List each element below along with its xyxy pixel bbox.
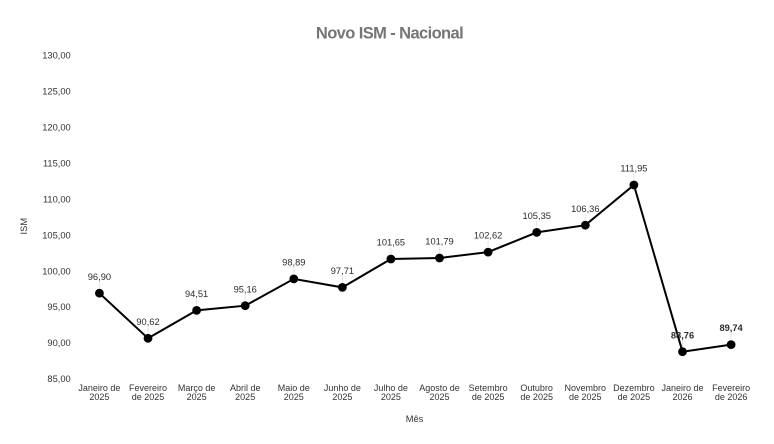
svg-text:Outubro: Outubro — [520, 383, 553, 393]
svg-text:ISM: ISM — [19, 218, 29, 235]
svg-text:Julho de: Julho de — [374, 383, 408, 393]
svg-text:2025: 2025 — [381, 392, 401, 402]
svg-text:111,95: 111,95 — [620, 164, 647, 174]
svg-text:105,35: 105,35 — [522, 211, 550, 221]
svg-text:de 2025: de 2025 — [520, 392, 553, 402]
svg-text:101,65: 101,65 — [377, 238, 405, 248]
svg-text:de 2026: de 2026 — [715, 392, 748, 402]
svg-text:2025: 2025 — [429, 392, 449, 402]
svg-text:2025: 2025 — [187, 392, 207, 402]
svg-text:Fevereiro: Fevereiro — [712, 383, 750, 393]
svg-text:120,00: 120,00 — [42, 123, 70, 133]
svg-text:130,00: 130,00 — [42, 51, 70, 61]
svg-text:105,00: 105,00 — [42, 230, 70, 240]
svg-text:Junho de: Junho de — [324, 383, 361, 393]
svg-text:Agosto de: Agosto de — [419, 383, 460, 393]
svg-text:de 2025: de 2025 — [618, 392, 651, 402]
svg-text:2025: 2025 — [89, 392, 109, 402]
svg-text:97,71: 97,71 — [331, 266, 354, 276]
svg-text:de 2025: de 2025 — [569, 392, 602, 402]
svg-text:95,16: 95,16 — [234, 284, 257, 294]
svg-text:90,62: 90,62 — [136, 317, 159, 327]
svg-text:Fevereiro: Fevereiro — [129, 383, 167, 393]
svg-text:de 2025: de 2025 — [472, 392, 505, 402]
svg-text:90,00: 90,00 — [47, 338, 70, 348]
svg-text:100,00: 100,00 — [42, 266, 70, 276]
svg-text:88,76: 88,76 — [671, 330, 694, 340]
svg-text:Mês: Mês — [406, 414, 424, 424]
svg-text:2025: 2025 — [235, 392, 255, 402]
svg-text:125,00: 125,00 — [42, 87, 70, 97]
svg-text:2025: 2025 — [332, 392, 352, 402]
svg-text:96,90: 96,90 — [88, 272, 111, 282]
svg-text:Janeiro de: Janeiro de — [661, 383, 703, 393]
svg-text:Novo ISM - Nacional: Novo ISM - Nacional — [316, 25, 463, 43]
svg-text:95,00: 95,00 — [47, 302, 70, 312]
svg-text:85,00: 85,00 — [47, 374, 70, 384]
svg-text:89,74: 89,74 — [719, 323, 743, 333]
svg-text:94,51: 94,51 — [185, 289, 208, 299]
svg-text:106,36: 106,36 — [571, 204, 599, 214]
svg-text:Setembro: Setembro — [469, 383, 508, 393]
svg-text:Março de: Março de — [178, 383, 216, 393]
svg-text:98,89: 98,89 — [282, 258, 305, 268]
svg-text:2025: 2025 — [284, 392, 304, 402]
svg-text:Abril de: Abril de — [230, 383, 261, 393]
svg-text:de 2025: de 2025 — [132, 392, 165, 402]
svg-text:110,00: 110,00 — [43, 194, 71, 204]
svg-text:2026: 2026 — [672, 392, 692, 402]
svg-text:115,00: 115,00 — [43, 159, 71, 169]
svg-text:102,62: 102,62 — [474, 231, 502, 241]
svg-text:Janeiro de: Janeiro de — [78, 383, 120, 393]
svg-text:Maio de: Maio de — [278, 383, 310, 393]
svg-text:101,79: 101,79 — [425, 237, 453, 247]
svg-text:Novembro: Novembro — [565, 383, 607, 393]
svg-text:Dezembro: Dezembro — [613, 383, 655, 393]
